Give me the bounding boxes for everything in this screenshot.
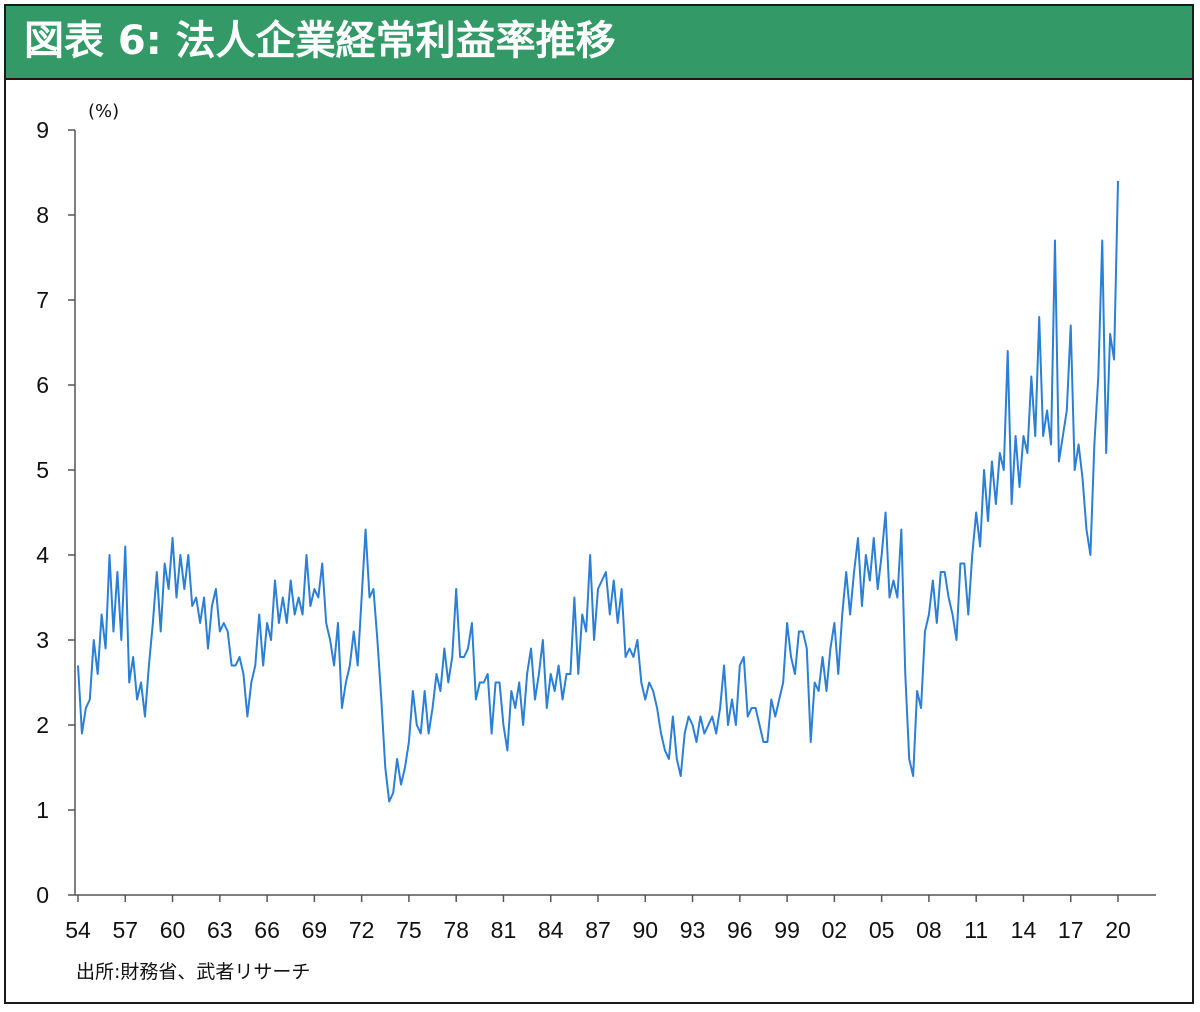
x-tick-label: 96 [727, 917, 753, 943]
x-tick-label: 66 [254, 917, 280, 943]
y-tick-label: 1 [36, 797, 49, 823]
x-tick-label: 93 [680, 917, 706, 943]
y-tick-label: 5 [36, 457, 49, 483]
y-tick-label: 2 [36, 712, 49, 738]
y-tick-label: 4 [36, 542, 49, 568]
y-tick-label: 6 [36, 372, 49, 398]
x-tick-label: 11 [964, 917, 988, 943]
x-tick-label: 02 [822, 917, 848, 943]
x-tick-label: 72 [349, 917, 375, 943]
x-tick-label: 75 [396, 917, 422, 943]
source-note: 出所:財務省、武者リサーチ [76, 961, 310, 983]
y-axis-unit-label: (%) [88, 101, 119, 122]
x-tick-label: 08 [916, 917, 942, 943]
x-tick-label: 84 [538, 917, 564, 943]
x-ticks: 54 57 60 63 66 69 72 75 78 81 84 87 90 93 96 99 02 05 08 11… [65, 895, 1131, 943]
x-tick-label: 20 [1105, 917, 1131, 943]
x-tick-label: 99 [774, 917, 800, 943]
x-tick-label: 69 [302, 917, 328, 943]
y-tick-label: 9 [36, 117, 49, 143]
x-tick-label: 87 [585, 917, 611, 943]
y-tick-label: 8 [36, 202, 49, 228]
chart-header: 図表 6: 法人企業経常利益率推移 [6, 6, 1192, 80]
x-tick-label: 90 [632, 917, 658, 943]
y-ticks: 0 1 2 3 4 5 6 7 8 9 [36, 117, 75, 908]
x-tick-label: 63 [207, 917, 233, 943]
x-tick-label: 57 [112, 917, 138, 943]
y-tick-label: 3 [36, 627, 49, 653]
y-tick-label: 0 [36, 882, 49, 908]
x-tick-label: 78 [443, 917, 469, 943]
x-tick-label: 17 [1058, 917, 1084, 943]
x-tick-label: 05 [869, 917, 895, 943]
x-tick-label: 14 [1011, 917, 1037, 943]
profit-margin-series-line [77, 180, 1119, 803]
x-tick-label: 54 [65, 917, 91, 943]
x-tick-label: 81 [491, 917, 517, 943]
x-tick-label: 60 [160, 917, 186, 943]
chart-title: 図表 6: 法人企業経常利益率推移 [24, 18, 616, 64]
y-tick-label: 7 [36, 287, 49, 313]
